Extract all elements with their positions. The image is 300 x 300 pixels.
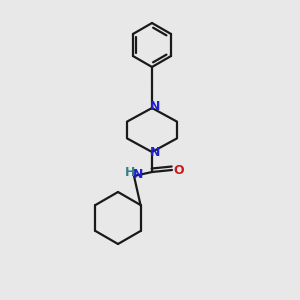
- Text: H: H: [125, 166, 135, 178]
- Text: O: O: [174, 164, 184, 176]
- Text: N: N: [133, 169, 143, 182]
- Text: N: N: [150, 100, 160, 113]
- Text: N: N: [150, 146, 160, 160]
